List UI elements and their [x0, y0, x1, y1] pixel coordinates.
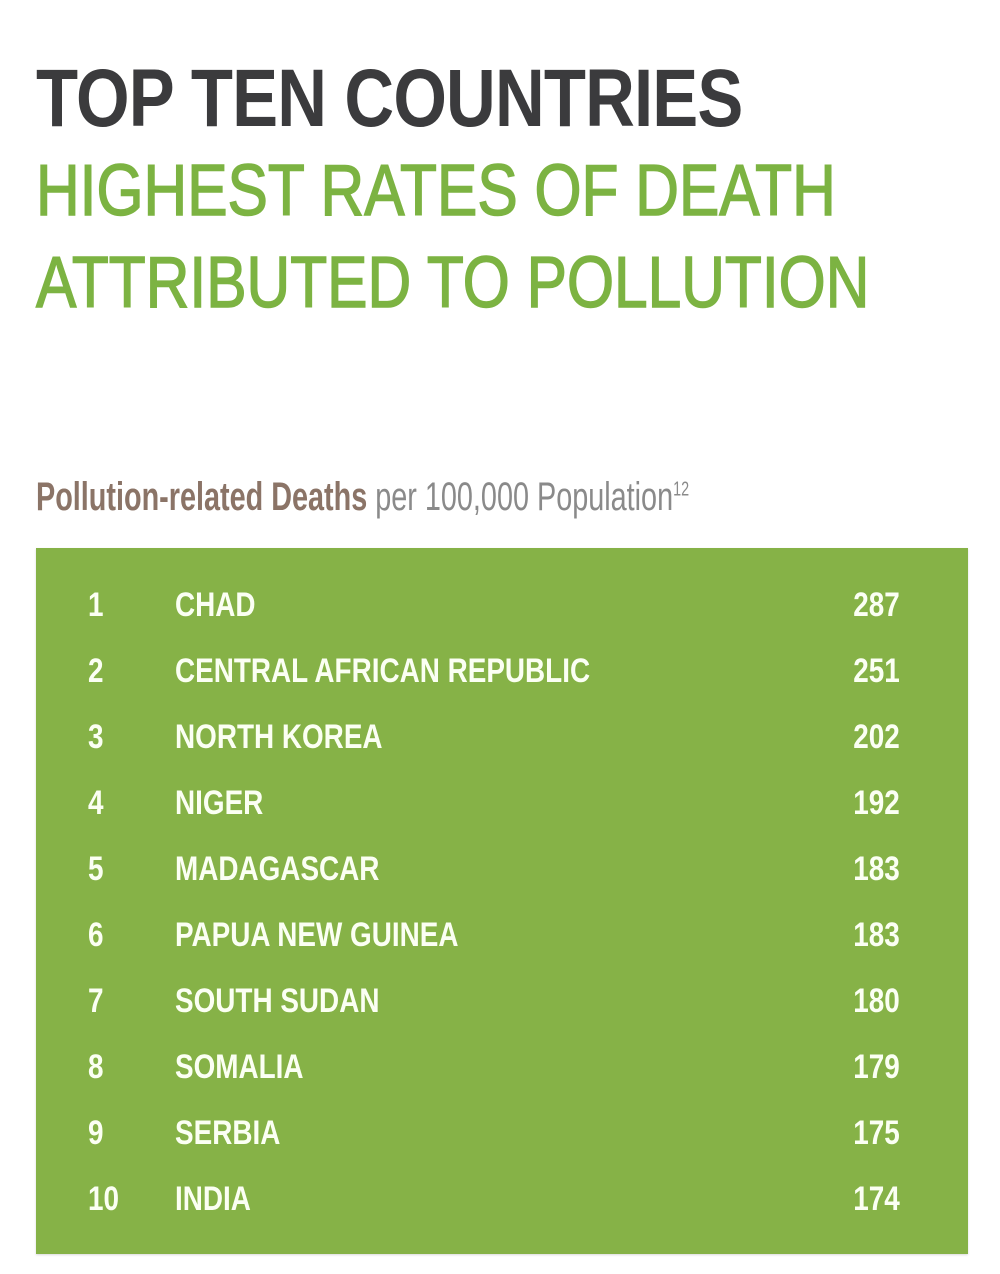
country-cell: MADAGASCAR [175, 850, 380, 888]
subtitle-line-1: HIGHEST RATES OF DEATH [35, 150, 836, 232]
table-row: 9 SERBIA 175 [36, 1114, 968, 1164]
rank-cell: 8 [88, 1048, 104, 1086]
table-row: 1 CHAD 287 [36, 586, 968, 636]
value-cell: 192 [853, 784, 900, 822]
country-cell: CHAD [175, 586, 256, 624]
ranking-table: 1 CHAD 287 2 CENTRAL AFRICAN REPUBLIC 251 3 NOR… [36, 548, 968, 1254]
rank-cell: 1 [88, 586, 104, 624]
value-cell: 174 [853, 1180, 900, 1218]
rank-cell: 2 [88, 652, 104, 690]
footnote-ref: 12 [673, 478, 690, 501]
value-cell: 179 [853, 1048, 900, 1086]
table-row: 3 NORTH KOREA 202 [36, 718, 968, 768]
rank-cell: 9 [88, 1114, 104, 1152]
country-cell: CENTRAL AFRICAN REPUBLIC [175, 652, 591, 690]
rank-cell: 5 [88, 850, 104, 888]
table-caption: Pollution-related Deaths per 100,000 Pop… [36, 475, 689, 520]
table-row: 8 SOMALIA 179 [36, 1048, 968, 1098]
value-cell: 251 [853, 652, 900, 690]
subtitle-line-2: ATTRIBUTED TO POLLUTION [35, 242, 870, 324]
country-cell: NORTH KOREA [175, 718, 383, 756]
rank-cell: 4 [88, 784, 104, 822]
table-row: 6 PAPUA NEW GUINEA 183 [36, 916, 968, 966]
country-cell: SERBIA [175, 1114, 281, 1152]
table-row: 4 NIGER 192 [36, 784, 968, 834]
caption-bold: Pollution-related Deaths [36, 475, 368, 519]
country-cell: NIGER [175, 784, 264, 822]
table-row: 10 INDIA 174 [36, 1180, 968, 1230]
value-cell: 287 [853, 586, 900, 624]
table-row: 5 MADAGASCAR 183 [36, 850, 968, 900]
country-cell: INDIA [175, 1180, 251, 1218]
table-row: 2 CENTRAL AFRICAN REPUBLIC 251 [36, 652, 968, 702]
value-cell: 183 [853, 850, 900, 888]
caption-normal: per 100,000 Population [367, 475, 674, 519]
country-cell: SOMALIA [175, 1048, 304, 1086]
rank-cell: 6 [88, 916, 104, 954]
rank-cell: 10 [88, 1180, 120, 1218]
value-cell: 183 [853, 916, 900, 954]
value-cell: 180 [853, 982, 900, 1020]
country-cell: PAPUA NEW GUINEA [175, 916, 459, 954]
country-cell: SOUTH SUDAN [175, 982, 380, 1020]
rank-cell: 7 [88, 982, 104, 1020]
value-cell: 175 [853, 1114, 900, 1152]
table-row: 7 SOUTH SUDAN 180 [36, 982, 968, 1032]
value-cell: 202 [853, 718, 900, 756]
page-title: TOP TEN COUNTRIES [36, 53, 743, 144]
rank-cell: 3 [88, 718, 104, 756]
